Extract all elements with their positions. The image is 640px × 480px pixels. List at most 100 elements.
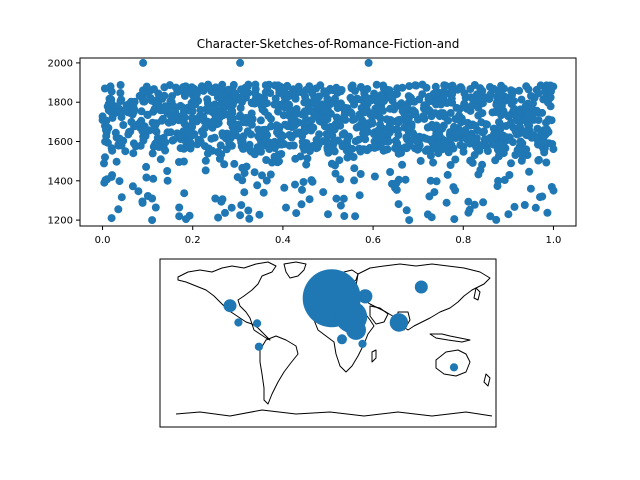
scatter-point <box>157 116 166 125</box>
scatter-point <box>121 105 130 114</box>
scatter-point <box>100 159 108 168</box>
scatter-point <box>225 139 234 148</box>
scatter-point <box>471 121 480 130</box>
scatter-point <box>532 106 541 115</box>
scatter-point <box>107 172 116 181</box>
scatter-point <box>497 101 506 110</box>
scatter-point <box>149 174 158 183</box>
scatter-point <box>480 127 488 136</box>
scatter-point <box>220 160 229 169</box>
scatter-point <box>148 194 157 203</box>
scatter-point <box>370 143 379 152</box>
scatter-point <box>115 177 124 186</box>
scatter-point <box>221 208 229 217</box>
scatter-point <box>374 126 383 135</box>
scatter-point <box>188 131 197 140</box>
scatter-point <box>155 143 163 151</box>
scatter-point <box>175 212 184 221</box>
scatter-point <box>250 168 259 177</box>
scatter-point <box>465 205 474 214</box>
scatter-point <box>475 146 484 155</box>
scatter-point <box>429 123 438 132</box>
scatter-point <box>413 145 422 154</box>
scatter-point <box>129 149 138 158</box>
scatter-point <box>186 141 195 150</box>
scatter-point <box>192 117 201 126</box>
scatter-point <box>386 168 395 176</box>
scatter-point <box>516 123 524 131</box>
scatter-point <box>273 100 282 108</box>
scatter-point <box>180 189 189 198</box>
scatter-point <box>454 115 463 124</box>
scatter-point <box>338 130 347 139</box>
map-bubble <box>358 339 367 348</box>
scatter-point <box>401 143 410 152</box>
scatter-point <box>356 170 365 178</box>
scatter-point <box>363 94 372 103</box>
scatter-point <box>347 82 356 91</box>
scatter-point <box>426 176 435 185</box>
scatter-point <box>199 86 208 95</box>
scatter-point <box>294 82 303 91</box>
scatter-point <box>229 127 238 136</box>
scatter-point <box>119 121 128 129</box>
x-tick-label: 0.6 <box>365 235 381 246</box>
scatter-point <box>456 104 465 113</box>
map-bubble <box>254 342 263 351</box>
scatter-point <box>495 148 504 157</box>
scatter-point <box>282 203 290 212</box>
scatter-point <box>168 92 176 101</box>
scatter-point <box>201 123 209 132</box>
scatter-point <box>507 159 515 168</box>
coastline-south-america <box>259 335 299 405</box>
scatter-point <box>237 137 246 146</box>
scatter-point <box>385 121 394 130</box>
scatter-point <box>280 88 289 97</box>
scatter-point <box>139 58 148 67</box>
scatter-point <box>262 176 271 185</box>
scatter-point <box>461 93 470 102</box>
scatter-point <box>446 109 455 117</box>
scatter-point <box>281 97 290 106</box>
scatter-point <box>350 115 359 123</box>
scatter-point <box>240 169 249 178</box>
scatter-point <box>169 136 178 144</box>
scatter-point <box>350 164 359 173</box>
scatter-point <box>518 151 527 160</box>
scatter-point <box>541 87 550 95</box>
map-bubble <box>389 313 409 332</box>
scatter-point <box>548 140 557 148</box>
scatter-point <box>516 105 525 114</box>
map-bubble <box>234 318 243 327</box>
scatter-point <box>385 86 394 95</box>
scatter-point <box>351 212 360 221</box>
scatter-point <box>302 139 311 148</box>
scatter-point <box>302 97 311 106</box>
scatter-point <box>510 104 519 113</box>
scatter-point <box>238 176 247 185</box>
scatter-point <box>450 215 459 224</box>
scatter-point <box>145 126 154 135</box>
scatter-point <box>502 133 511 142</box>
scatter-point <box>451 129 460 138</box>
scatter-point <box>405 82 414 91</box>
scatter-point <box>394 149 403 158</box>
x-tick-label: 0.0 <box>95 235 111 246</box>
scatter-point <box>324 210 332 219</box>
scatter-point <box>308 108 317 117</box>
scatter-point <box>243 82 252 91</box>
scatter-point <box>517 95 526 104</box>
scatter-point <box>111 128 120 137</box>
scatter-point <box>536 81 545 90</box>
scatter-point <box>374 133 383 142</box>
scatter-point <box>511 151 520 159</box>
scatter-point <box>230 159 239 168</box>
scatter-point <box>443 99 451 107</box>
scatter-point <box>270 144 279 152</box>
scatter-point <box>255 210 264 219</box>
scatter-point <box>214 213 223 222</box>
scatter-point <box>467 156 476 165</box>
scatter-point <box>435 131 444 140</box>
scatter-point <box>442 198 451 207</box>
scatter-point <box>459 147 468 156</box>
